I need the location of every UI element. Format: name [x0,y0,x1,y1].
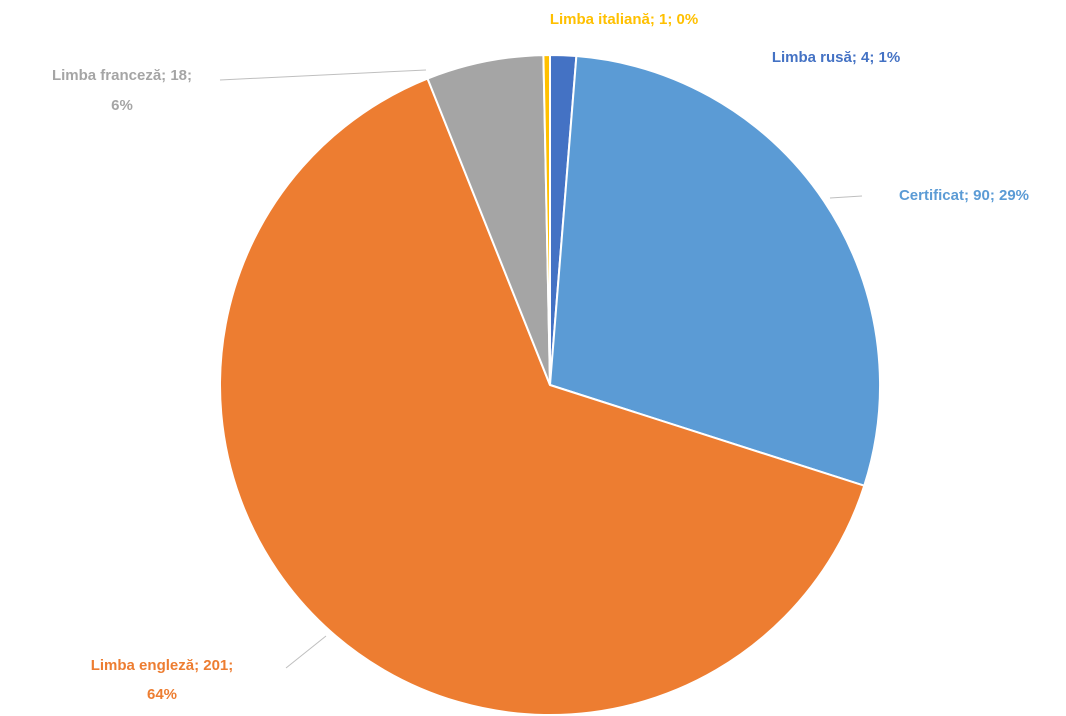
data-label-engleza-line1: Limba engleză; 201; [91,657,234,674]
leader-line-engleza [286,636,326,668]
data-label-rusa: Limba rusă; 4; 1% [772,49,900,66]
data-label-certificat: Certificat; 90; 29% [899,187,1029,204]
data-label-franceza-line1: Limba franceză; 18; [52,67,192,84]
data-label-engleza-line2: 64% [147,686,177,703]
leader-line-franceza [220,70,426,80]
leader-line-certificat [830,196,862,198]
data-label-franceza-line2: 6% [111,97,133,114]
data-label-italiana: Limba italiană; 1; 0% [550,11,698,28]
